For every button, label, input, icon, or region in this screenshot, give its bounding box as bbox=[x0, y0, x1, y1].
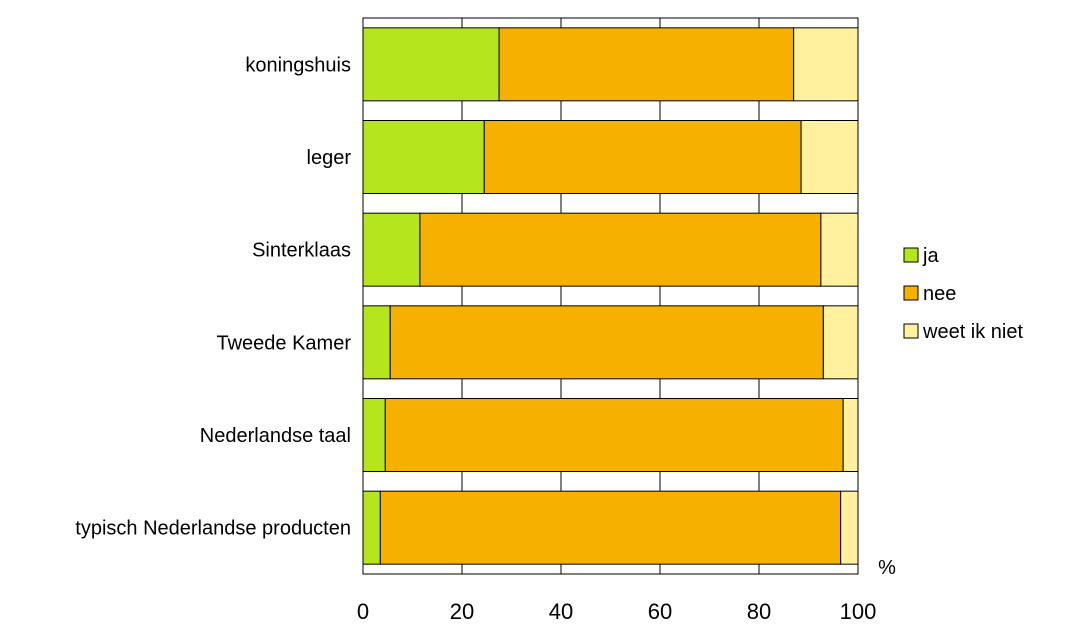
gridlines bbox=[461, 18, 760, 574]
category-label: koningshuis bbox=[245, 54, 351, 76]
bar-ja-4 bbox=[362, 305, 391, 380]
legend: ja nee weet ik niet bbox=[903, 245, 1023, 343]
bar-weet-ik-niet-4 bbox=[822, 305, 859, 380]
legend-swatch-ja bbox=[903, 247, 919, 263]
x-tick-label: 60 bbox=[648, 599, 672, 624]
bar-weet-ik-niet-2 bbox=[800, 120, 859, 194]
bars bbox=[362, 27, 859, 565]
bar-nee-5 bbox=[384, 398, 844, 472]
bar-weet-ik-niet-1 bbox=[793, 27, 859, 102]
category-label: Sinterklaas bbox=[252, 240, 351, 262]
bar-weet-ik-niet-5 bbox=[842, 398, 859, 472]
x-tick-label: 100 bbox=[840, 599, 877, 624]
legend-label: ja bbox=[922, 245, 939, 267]
bar-ja-3 bbox=[362, 212, 421, 287]
x-axis-tick-labels: 0 20 40 60 80 100 bbox=[357, 599, 876, 624]
bar-nee-3 bbox=[419, 212, 822, 287]
legend-swatch-weet-ik-niet bbox=[903, 323, 919, 339]
x-tick-label: 0 bbox=[357, 599, 369, 624]
bar-ja-5 bbox=[362, 398, 386, 472]
bar-nee-1 bbox=[498, 27, 795, 102]
category-label: Nederlandse taal bbox=[200, 425, 351, 447]
category-labels: koningshuis leger Sinterklaas Tweede Kamer N… bbox=[75, 54, 351, 539]
category-label: Tweede Kamer bbox=[216, 332, 351, 354]
bar-ja-1 bbox=[362, 27, 500, 102]
bar-nee-6 bbox=[379, 490, 842, 565]
category-label: leger bbox=[307, 147, 352, 169]
bar-ja-6 bbox=[362, 490, 381, 565]
plot-frame bbox=[362, 17, 859, 575]
bar-weet-ik-niet-3 bbox=[820, 212, 859, 287]
bar-nee-4 bbox=[389, 305, 824, 380]
bar-ja-2 bbox=[362, 120, 485, 194]
bar-nee-2 bbox=[483, 120, 802, 194]
x-tick-label: 40 bbox=[549, 599, 573, 624]
unit-label: % bbox=[878, 557, 896, 579]
legend-label: weet ik niet bbox=[922, 321, 1023, 343]
legend-swatch-nee bbox=[903, 285, 919, 301]
category-label: typisch Nederlandse producten bbox=[75, 518, 351, 540]
x-tick-label: 20 bbox=[450, 599, 474, 624]
bar-weet-ik-niet-6 bbox=[840, 490, 859, 565]
legend-label: nee bbox=[923, 283, 956, 305]
x-tick-label: 80 bbox=[747, 599, 771, 624]
